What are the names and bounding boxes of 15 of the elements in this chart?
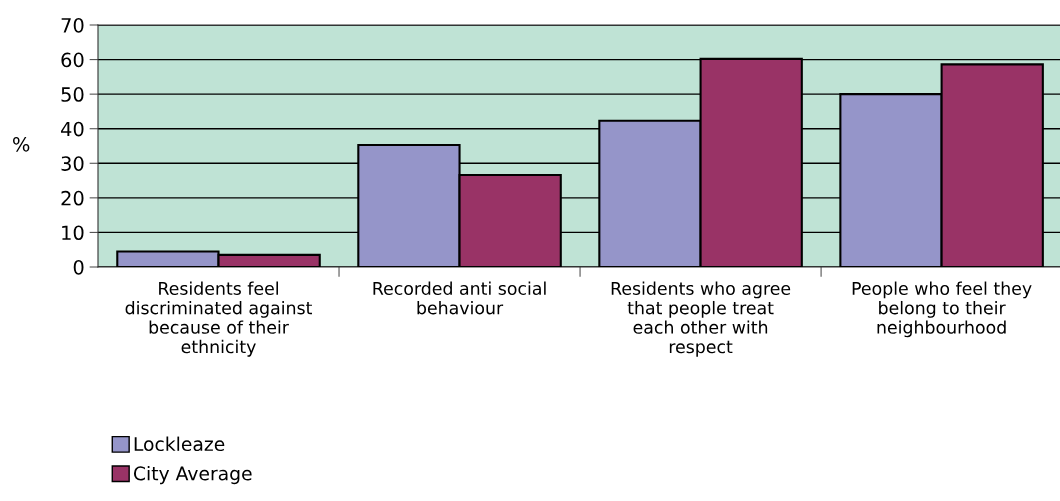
x-tick-label: Residents who agree that people treat each other with respect [611, 281, 791, 357]
legend-label: City Average [133, 465, 252, 485]
y-tick-label: 0 [73, 259, 84, 275]
y-axis-title: % [13, 136, 30, 152]
x-tick-label: People who feel they belong to their neighbourhood [852, 281, 1032, 338]
y-tick-label: 20 [61, 190, 84, 206]
y-tick-label: 40 [61, 121, 84, 137]
legend-label: Lockleaze [134, 436, 225, 452]
y-tick-label: 60 [61, 52, 84, 68]
x-tick-label: Residents feel discriminated against because of their ethnicity [125, 281, 312, 357]
y-tick-label: 70 [61, 17, 84, 33]
x-tick-label: Recorded anti social behaviour [373, 281, 546, 315]
y-tick-label: 10 [62, 225, 84, 241]
y-tick-label: 50 [61, 87, 84, 102]
y-tick-label: 30 [61, 156, 84, 171]
